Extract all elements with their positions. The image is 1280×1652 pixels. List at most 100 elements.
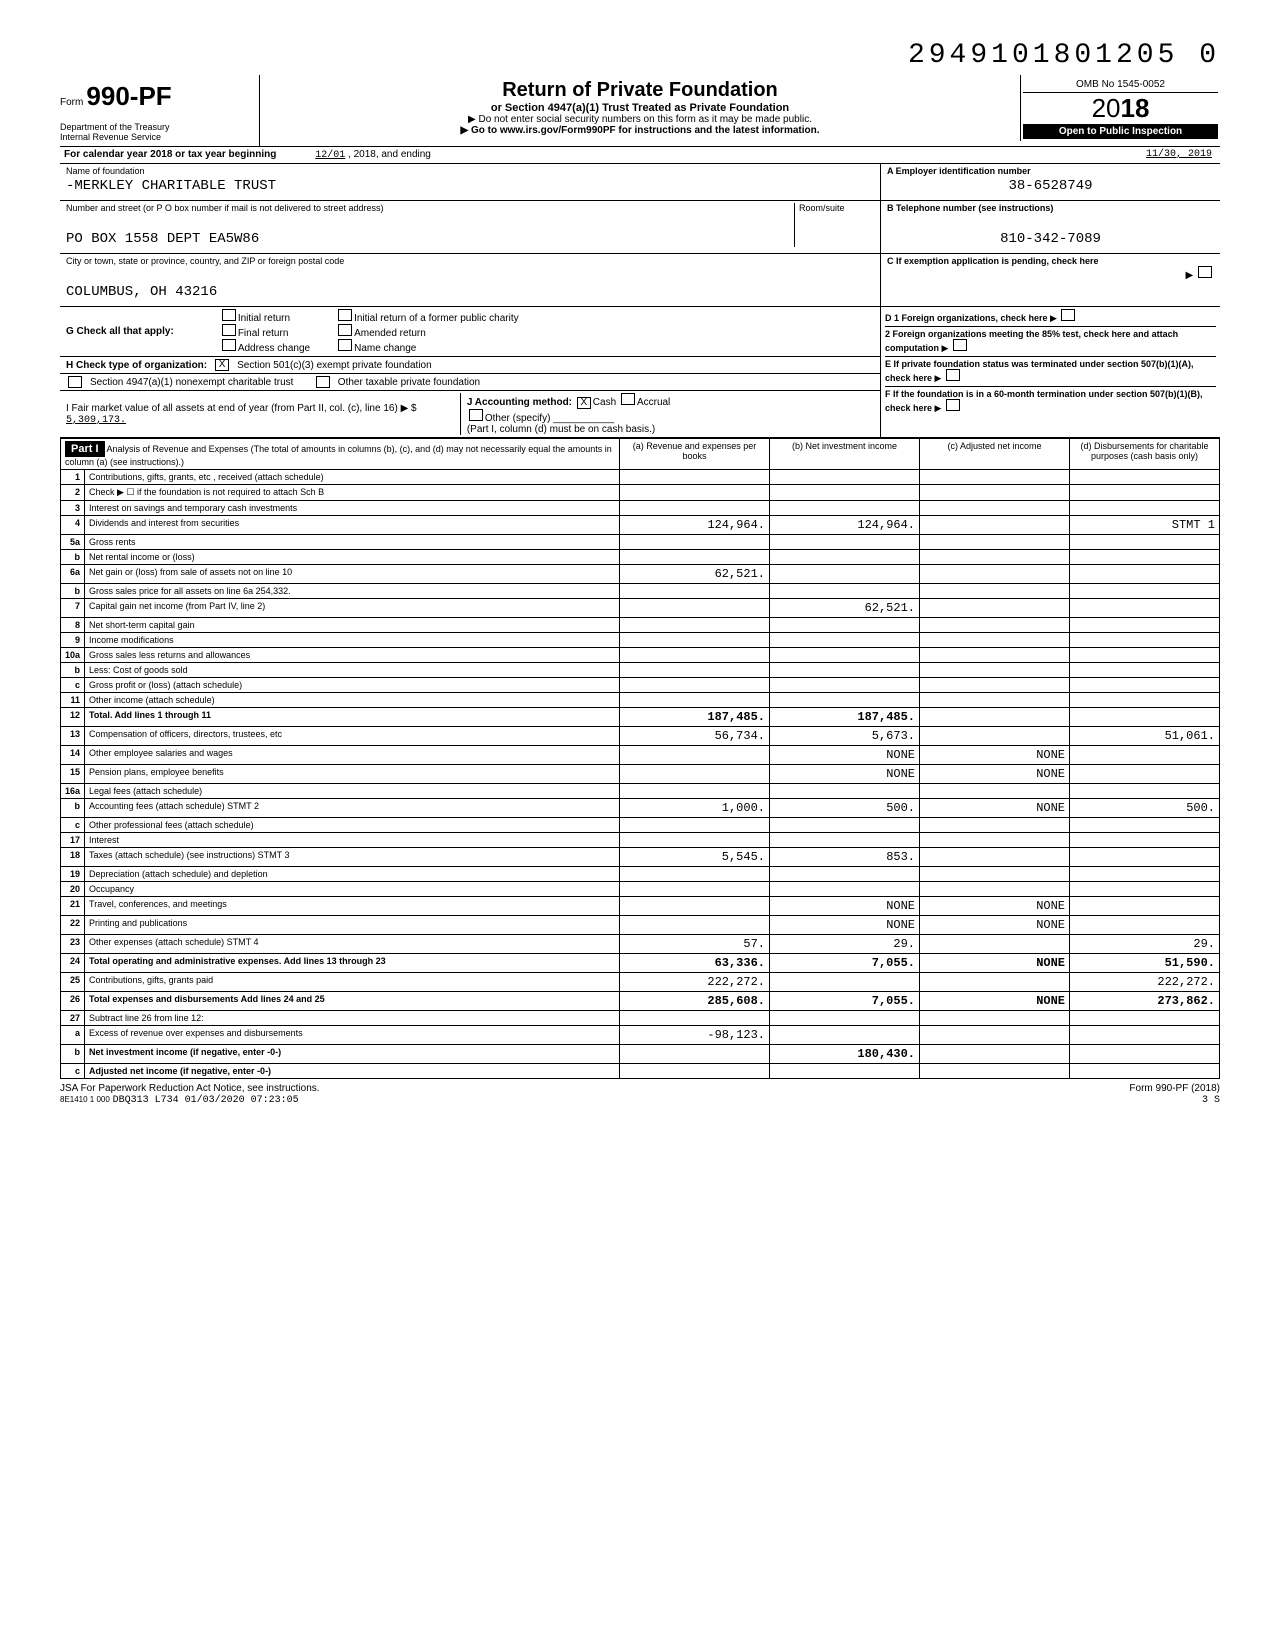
col-a: 63,336. (620, 954, 770, 973)
col-a (620, 765, 770, 784)
col-b (770, 693, 920, 708)
form-header: Form 990-PF Department of the Treasury I… (60, 75, 1220, 147)
col-d (1070, 1045, 1220, 1064)
g-final-checkbox[interactable] (222, 324, 236, 336)
omb-number: OMB No 1545-0052 (1023, 77, 1218, 93)
col-d (1070, 916, 1220, 935)
g-amended-checkbox[interactable] (338, 324, 352, 336)
row-label: Other income (attach schedule) (85, 693, 620, 708)
col-b (770, 550, 920, 565)
footer-stamp: DBQ313 L734 01/03/2020 07:23:05 (113, 1095, 299, 1106)
col-c (920, 867, 1070, 882)
col-c (920, 535, 1070, 550)
col-a (620, 501, 770, 516)
col-c (920, 727, 1070, 746)
j-accrual-checkbox[interactable] (621, 393, 635, 405)
col-a (620, 599, 770, 618)
col-b: NONE (770, 765, 920, 784)
col-d (1070, 550, 1220, 565)
row-label: Net gain or (loss) from sale of assets n… (85, 565, 620, 584)
h-501c3-checkbox[interactable]: X (215, 359, 229, 371)
col-b (770, 678, 920, 693)
g-namechange-checkbox[interactable] (338, 339, 352, 351)
g-address-checkbox[interactable] (222, 339, 236, 351)
col-a: 1,000. (620, 799, 770, 818)
h-opt1: Section 501(c)(3) exempt private foundat… (237, 360, 432, 371)
col-d: STMT 1 (1070, 516, 1220, 535)
e-checkbox[interactable] (946, 369, 960, 381)
public-inspection: Open to Public Inspection (1023, 124, 1218, 139)
room-label: Room/suite (799, 203, 874, 213)
col-a (620, 470, 770, 485)
col-c (920, 693, 1070, 708)
row-label: Total. Add lines 1 through 11 (85, 708, 620, 727)
row-label: Taxes (attach schedule) (see instruction… (85, 848, 620, 867)
row-num: b (61, 584, 85, 599)
g-opt-3: Initial return of a former public charit… (354, 313, 519, 324)
col-a (620, 550, 770, 565)
f-checkbox[interactable] (946, 399, 960, 411)
col-c (920, 501, 1070, 516)
col-b: 29. (770, 935, 920, 954)
row-label: Gross sales price for all assets on line… (85, 584, 620, 599)
j-other: Other (specify) (485, 413, 551, 424)
d1-checkbox[interactable] (1061, 309, 1075, 321)
j-cash-checkbox[interactable]: X (577, 397, 591, 409)
col-a: 285,608. (620, 992, 770, 1011)
col-c (920, 935, 1070, 954)
exemption-checkbox[interactable] (1198, 266, 1212, 278)
col-b: 62,521. (770, 599, 920, 618)
row-label: Subtract line 26 from line 12: (85, 1011, 620, 1026)
footer-code: 8E1410 1 000 (60, 1095, 110, 1104)
col-d (1070, 633, 1220, 648)
h-label: H Check type of organization: (66, 360, 207, 371)
part1-title: Part I (65, 441, 105, 457)
row-label: Other professional fees (attach schedule… (85, 818, 620, 833)
d2-checkbox[interactable] (953, 339, 967, 351)
col-a (620, 867, 770, 882)
col-d (1070, 882, 1220, 897)
form-subtitle: or Section 4947(a)(1) Trust Treated as P… (268, 102, 1012, 114)
h-opt2: Section 4947(a)(1) nonexempt charitable … (90, 377, 293, 388)
row-num: 3 (61, 501, 85, 516)
col-c (920, 818, 1070, 833)
row-num: c (61, 818, 85, 833)
row-num: 25 (61, 973, 85, 992)
col-c (920, 1045, 1070, 1064)
row-num: 13 (61, 727, 85, 746)
col-a: 124,964. (620, 516, 770, 535)
col-a (620, 897, 770, 916)
row-num: a (61, 1026, 85, 1045)
row-label: Other expenses (attach schedule) STMT 4 (85, 935, 620, 954)
foundation-address: PO BOX 1558 DEPT EA5W86 (66, 231, 794, 247)
col-b: 5,673. (770, 727, 920, 746)
j-other-checkbox[interactable] (469, 409, 483, 421)
row-num: 12 (61, 708, 85, 727)
g-initial-checkbox[interactable] (222, 309, 236, 321)
col-c: NONE (920, 765, 1070, 784)
col-b (770, 1026, 920, 1045)
h-other-checkbox[interactable] (316, 376, 330, 388)
row-label: Occupancy (85, 882, 620, 897)
col-a (620, 693, 770, 708)
col-c: NONE (920, 954, 1070, 973)
col-b (770, 882, 920, 897)
row-num: 2 (61, 485, 85, 501)
g-former-checkbox[interactable] (338, 309, 352, 321)
col-b: 180,430. (770, 1045, 920, 1064)
footer-right: Form 990-PF (2018) (1129, 1083, 1220, 1094)
row-num: 1 (61, 470, 85, 485)
row-label: Depreciation (attach schedule) and deple… (85, 867, 620, 882)
form-prefix: Form (60, 97, 83, 108)
form-note2: ▶ Go to www.irs.gov/Form990PF for instru… (268, 125, 1012, 136)
col-a (620, 535, 770, 550)
row-label: Less: Cost of goods sold (85, 663, 620, 678)
g-label: G Check all that apply: (66, 326, 174, 337)
col-b (770, 584, 920, 599)
col-b (770, 501, 920, 516)
year-prefix: 20 (1092, 93, 1121, 123)
col-a (620, 833, 770, 848)
h-4947-checkbox[interactable] (68, 376, 82, 388)
period-begin: 12/01 (315, 150, 345, 161)
col-a-hdr: (a) Revenue and expenses per books (620, 439, 770, 470)
